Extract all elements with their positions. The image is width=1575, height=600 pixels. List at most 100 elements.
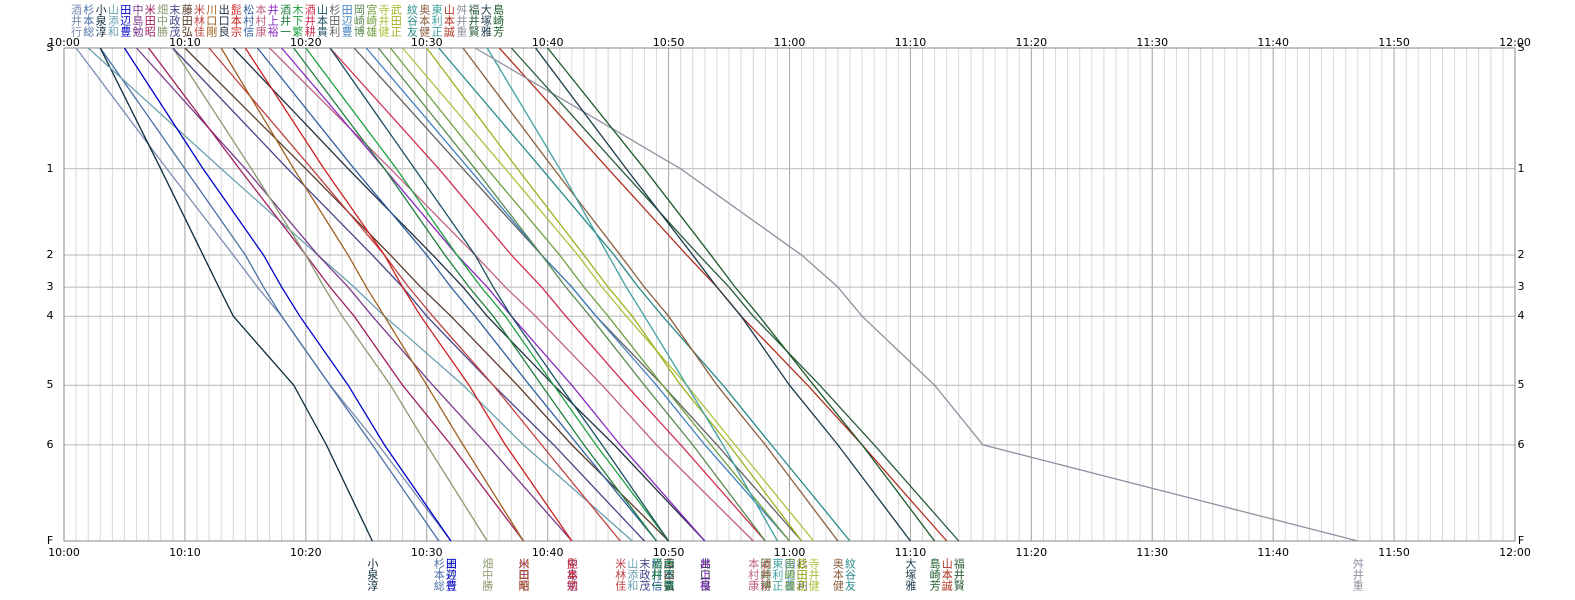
- x-tick-label: 11:20: [1015, 546, 1047, 559]
- x-tick-label: 11:00: [774, 36, 806, 49]
- runner-line: [510, 47, 960, 542]
- legend-name: 東利正: [430, 4, 443, 37]
- legend-name: 山本誠: [442, 4, 455, 38]
- legend-name: 大塚雅: [479, 3, 492, 37]
- x-tick-label: 11:30: [1136, 546, 1168, 559]
- legend-name: 松村信: [242, 3, 255, 38]
- x-tick-label: 11:50: [1378, 36, 1410, 49]
- finish-name: 小泉淳: [366, 558, 379, 591]
- runner-line: [136, 47, 573, 542]
- runner-line: [535, 47, 911, 542]
- runner-line: [99, 47, 440, 542]
- finish-name: 川口剛: [517, 558, 530, 592]
- runner-line: [462, 47, 839, 542]
- legend-name: 山添和: [106, 4, 119, 38]
- finish-name: 福井賢: [952, 557, 965, 592]
- x-tick-label: 11:40: [1257, 546, 1289, 559]
- legend-name: 舛井重: [455, 3, 468, 37]
- station-label: 2: [1518, 248, 1525, 261]
- x-tick-label: 11:10: [895, 546, 927, 559]
- finish-name: 酒井一: [650, 558, 663, 591]
- x-tick-label: 10:20: [290, 546, 322, 559]
- runner-line: [547, 47, 936, 542]
- x-tick-label: 10:20: [290, 36, 322, 49]
- runner-line: [184, 47, 670, 542]
- runner-line: [329, 47, 670, 542]
- finish-name: 東利正: [771, 558, 784, 591]
- finish-name: 米林佳: [614, 558, 627, 591]
- runner-line: [365, 47, 790, 542]
- runner-line: [486, 47, 778, 542]
- legend-name: 小泉淳: [94, 4, 107, 37]
- finish-name: 酒井行: [444, 558, 457, 592]
- station-label: 6: [1518, 438, 1525, 451]
- runner-line: [148, 47, 525, 542]
- runner-line: [244, 47, 573, 542]
- runner-line: [281, 47, 706, 542]
- finish-name: 山本貴: [662, 558, 675, 592]
- station-label: S: [1518, 41, 1525, 54]
- station-label: 3: [1518, 280, 1525, 293]
- finish-name: 髭本宗: [565, 557, 578, 591]
- finish-name: 島崎芳: [928, 557, 941, 592]
- legend-name: 武田正: [389, 4, 402, 37]
- runner-line: [123, 47, 452, 542]
- finish-name: 出口良: [698, 557, 711, 592]
- finish-name: 紋谷友: [843, 557, 856, 591]
- station-label: 1: [1518, 162, 1525, 175]
- legend-name: 木下繁: [291, 4, 304, 38]
- finish-name: 舛井重: [1351, 557, 1364, 591]
- runner-line: [402, 47, 815, 542]
- x-tick-label: 10:50: [653, 546, 685, 559]
- x-tick-label: 10:40: [532, 546, 564, 559]
- legend-name: 出口良: [217, 3, 230, 38]
- legend-name: 福井賢: [467, 3, 480, 38]
- station-label: F: [47, 534, 53, 547]
- station-label: 5: [1518, 378, 1525, 391]
- x-tick-label: 11:20: [1015, 36, 1047, 49]
- runner-line: [172, 47, 645, 542]
- legend-name: 酒井行: [70, 4, 83, 38]
- finish-name: 末政茂: [638, 557, 651, 592]
- runner-line: [256, 47, 657, 542]
- x-tick-label: 11:10: [895, 36, 927, 49]
- x-tick-label: 12:00: [1499, 546, 1531, 559]
- x-tick-label: 10:30: [411, 36, 443, 49]
- station-label: 4: [1518, 309, 1525, 322]
- legend-name: 酒井一: [279, 4, 292, 37]
- finish-name: 岡崎博: [759, 558, 772, 592]
- legend-name: 末政茂: [168, 3, 181, 38]
- runner-line: [474, 47, 1358, 542]
- finish-name: 藤田弘: [662, 558, 675, 591]
- runner-line: [426, 47, 803, 542]
- finish-name: 田辺豊: [444, 558, 457, 591]
- runner-line: [305, 47, 670, 542]
- finish-name: 米田昭: [517, 558, 530, 592]
- legend-name: 髭本宗: [229, 3, 242, 37]
- x-tick-label: 11:00: [774, 546, 806, 559]
- x-tick-label: 11:30: [1136, 36, 1168, 49]
- runner-line: [87, 47, 633, 542]
- x-tick-label: 10:00: [48, 546, 80, 559]
- legend-name: 畑中勝: [156, 4, 169, 38]
- finish-name: 山本誠: [940, 558, 953, 592]
- station-label: 5: [47, 378, 54, 391]
- runner-line: [293, 47, 658, 542]
- legend-name: 本村康: [254, 3, 267, 37]
- legend-name: 杉田利: [328, 3, 341, 37]
- legend-name: 奥本健: [418, 3, 431, 37]
- x-tick-label: 10:50: [653, 36, 685, 49]
- finish-name: 山添和: [626, 558, 639, 592]
- legend-name: 米田昭: [143, 4, 156, 38]
- x-tick-label: 10:10: [169, 546, 201, 559]
- legend-name: 井上裕: [266, 3, 279, 38]
- finish-name: 杉田利: [795, 557, 808, 591]
- finish-name: 田辺豊: [783, 558, 796, 591]
- x-tick-label: 10:40: [532, 36, 564, 49]
- finish-name: 杉本総: [432, 557, 445, 591]
- runner-line: [75, 47, 452, 542]
- finish-name: 宮崎雄: [783, 557, 796, 591]
- x-tick-label: 10:00: [48, 36, 80, 49]
- station-label: 1: [47, 162, 54, 175]
